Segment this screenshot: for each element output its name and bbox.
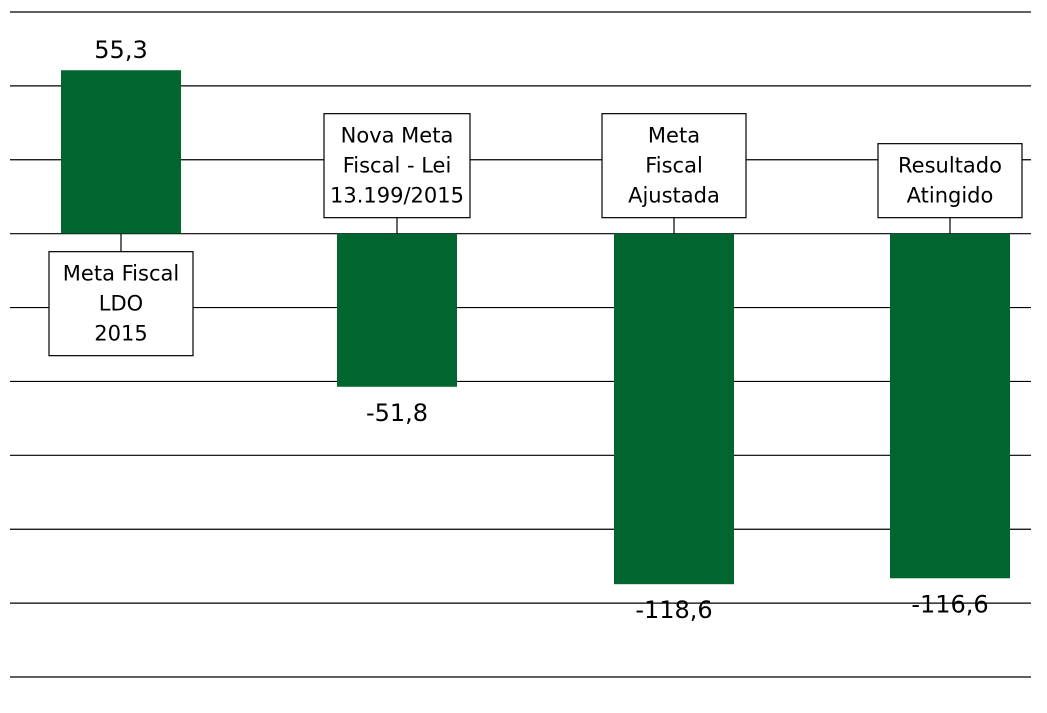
bar	[337, 233, 457, 387]
category-label: Ajustada	[628, 184, 720, 208]
category-label: Meta	[648, 124, 700, 148]
bar	[61, 70, 181, 234]
category-label: 2015	[94, 322, 147, 346]
category-labels: Meta Fiscal LDO 2015 Nova Meta Fiscal - Lei 1…	[48, 113, 1023, 357]
bar	[614, 233, 734, 585]
category-label-box	[48, 251, 194, 357]
category-label: Atingido	[907, 184, 994, 208]
category-label-box	[601, 113, 747, 219]
category-label: 13.199/2015	[330, 184, 464, 208]
category-label: Fiscal - Lei	[343, 154, 452, 178]
value-label: -116,6	[911, 590, 988, 618]
category-label-box	[323, 113, 471, 219]
bar	[890, 233, 1010, 579]
category-label: Resultado	[898, 154, 1002, 178]
category-label: LDO	[99, 292, 143, 316]
category-label: Nova Meta	[341, 124, 454, 148]
category-label-box	[877, 143, 1023, 219]
category-label: Meta Fiscal	[63, 262, 179, 286]
value-label: -118,6	[635, 596, 712, 624]
value-label: -51,8	[366, 399, 428, 427]
bars	[61, 70, 1010, 585]
value-label: 55,3	[94, 36, 147, 64]
category-label: Fiscal	[645, 154, 703, 178]
label-connectors	[120, 217, 951, 252]
value-labels: 55,3 -51,8 -118,6 -116,6	[94, 36, 988, 624]
